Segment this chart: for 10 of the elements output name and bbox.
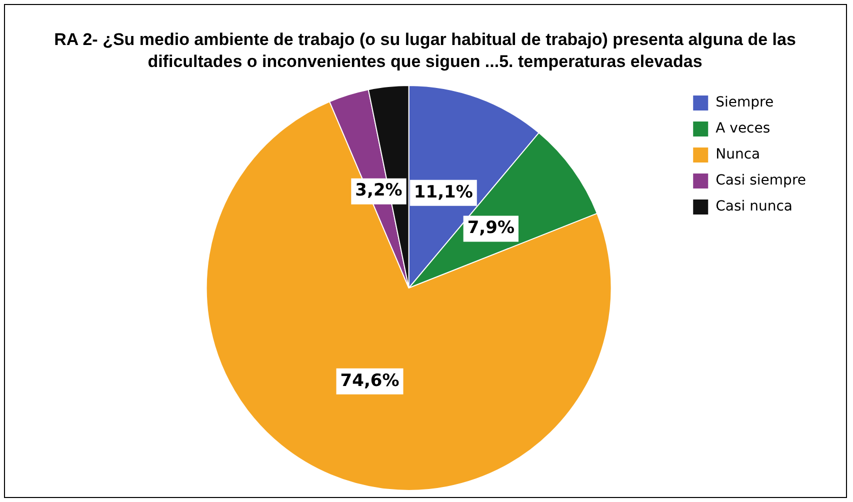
data-label: 7,9% [467,218,514,238]
chart-title: RA 2- ¿Su medio ambiente de trabajo (o su lugar habitual de trabajo) presenta alguna de las dificultades o inconvenientes que siguen ...5. temperaturas elevadas [53,29,797,73]
data-label: 3,2% [355,180,402,201]
legend-label: Casi siempre [716,172,806,189]
legend-label: Nunca [716,146,760,163]
legend-label: A veces [716,120,770,137]
data-label: 74,6% [340,370,400,391]
data-label: 11,1% [414,182,473,202]
legend-label: Siempre [716,94,774,111]
legend-label: Casi nunca [716,198,793,215]
